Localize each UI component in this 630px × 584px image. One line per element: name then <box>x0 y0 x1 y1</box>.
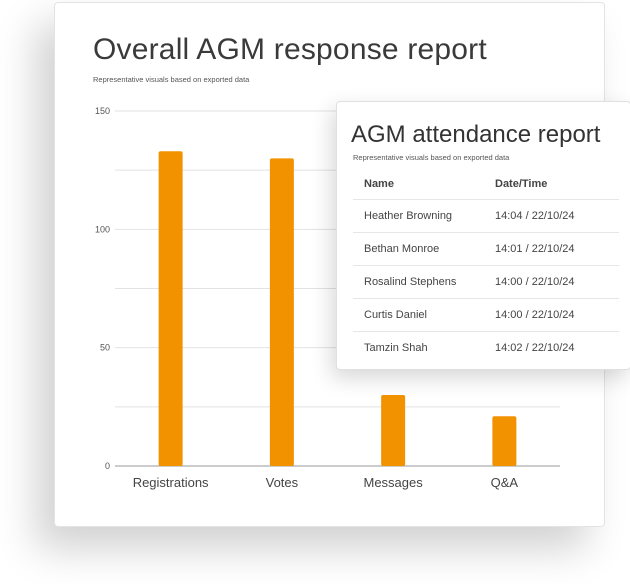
table-row: Bethan Monroe 14:01 / 22/10/24 <box>353 232 619 265</box>
attendee-datetime: 14:00 / 22/10/24 <box>495 309 575 321</box>
x-tick-label: Registrations <box>133 475 209 490</box>
attendee-datetime: 14:04 / 22/10/24 <box>495 210 575 222</box>
x-tick-label: Votes <box>266 475 299 490</box>
attendee-datetime: 14:00 / 22/10/24 <box>495 276 575 288</box>
column-header-name: Name <box>364 178 394 190</box>
attendee-datetime: 14:01 / 22/10/24 <box>495 243 575 255</box>
bar <box>158 151 183 466</box>
table-header-row: Name Date/Time <box>353 169 619 199</box>
y-tick-label: 50 <box>100 343 110 353</box>
x-tick-label: Q&A <box>491 475 519 490</box>
attendance-subtitle: Representative visuals based on exported… <box>353 153 510 162</box>
x-tick-label: Messages <box>364 475 424 490</box>
bar <box>269 158 294 467</box>
report-title: Overall AGM response report <box>93 33 487 66</box>
attendance-report-card: AGM attendance report Representative vis… <box>336 101 630 370</box>
attendee-name: Bethan Monroe <box>364 243 440 255</box>
bar <box>381 395 406 466</box>
table-row: Rosalind Stephens 14:00 / 22/10/24 <box>353 265 619 298</box>
column-header-datetime: Date/Time <box>495 178 548 190</box>
attendee-name: Rosalind Stephens <box>364 276 457 288</box>
report-subtitle: Representative visuals based on exported… <box>93 75 250 84</box>
table-row: Heather Browning 14:04 / 22/10/24 <box>353 199 619 232</box>
table-row: Curtis Daniel 14:00 / 22/10/24 <box>353 298 619 331</box>
attendance-title: AGM attendance report <box>351 121 601 148</box>
attendee-name: Heather Browning <box>364 210 453 222</box>
y-tick-label: 0 <box>105 461 110 471</box>
y-tick-label: 150 <box>95 106 110 116</box>
attendee-name: Curtis Daniel <box>364 309 427 321</box>
y-tick-label: 100 <box>95 224 110 234</box>
attendee-name: Tamzin Shah <box>364 342 428 354</box>
table-row: Tamzin Shah 14:02 / 22/10/24 <box>353 331 619 364</box>
attendee-datetime: 14:02 / 22/10/24 <box>495 342 575 354</box>
bar <box>492 416 517 466</box>
attendance-table: Name Date/Time Heather Browning 14:04 / … <box>353 169 619 364</box>
